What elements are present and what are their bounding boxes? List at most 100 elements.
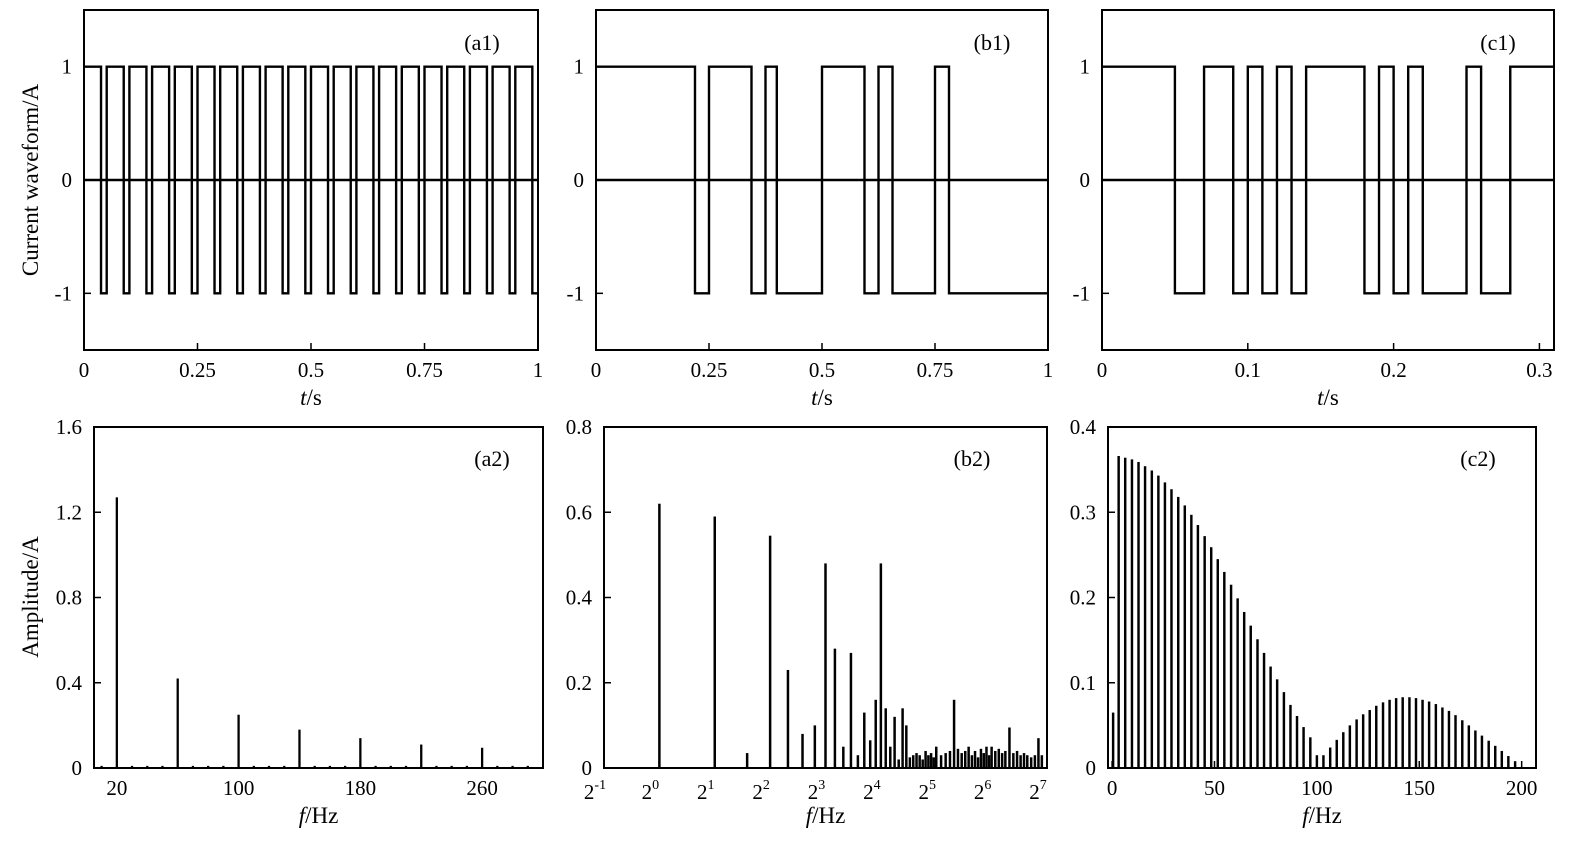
spectrum-bar [960, 753, 963, 768]
spectrum-bar [979, 748, 983, 768]
spectrum-bar [1004, 750, 1007, 768]
x-tick-label: 0.1 [1235, 358, 1261, 382]
panel-c2: 0 50 100 150 200 0 0.1 0.2 0.3 0.4 (c2) f/Hz [1070, 415, 1538, 828]
y-tick-label: 0 [582, 756, 593, 780]
spectrum-bar [1315, 755, 1319, 768]
x-tick-label: 0.25 [179, 358, 216, 382]
y-tick-label: 0 [1080, 168, 1091, 192]
x-tick-label: 0.3 [1526, 358, 1552, 382]
spectrum-bar [1170, 489, 1173, 768]
spectrum-bar [1500, 750, 1504, 768]
spectrum-bar [1229, 584, 1233, 768]
spectrum-bar [1394, 698, 1398, 768]
spectrum-bar [420, 744, 423, 768]
x-tick-label: 100 [223, 776, 255, 800]
y-tick-label: 0.4 [1070, 415, 1097, 439]
x-tick-label-base: 2 [808, 780, 819, 804]
panel-label-b1: (b1) [974, 30, 1011, 55]
spectrum-bar [997, 748, 1001, 768]
waveform-line [596, 65, 1048, 295]
spectrum-bar [1157, 475, 1160, 768]
spectrum-bar [1355, 719, 1358, 768]
spectrum-bar [359, 738, 362, 768]
x-tick-label: 1 [533, 358, 544, 382]
spectrum-bar [786, 669, 790, 768]
x-tick-label: 23 [808, 778, 826, 804]
x-axis-label: t/s [1317, 385, 1339, 410]
spectrum-bar [1223, 571, 1226, 768]
x-tick-label: 260 [466, 776, 498, 800]
spectrum-bar [207, 765, 210, 768]
x-axis-label-unit: /s [307, 385, 322, 410]
y-tick-label: 1.6 [56, 415, 82, 439]
spectrum-bar [1513, 761, 1517, 768]
spectrum-bar [1256, 639, 1259, 768]
y-tick-label: 0.6 [566, 500, 592, 524]
spectrum-bar [921, 759, 924, 768]
spectrum-bar [511, 765, 514, 768]
spectrum-bar [1123, 457, 1127, 768]
y-tick-label: 0.2 [1070, 586, 1096, 610]
spectrum-bar [889, 746, 892, 768]
y-tick-label: -1 [55, 281, 73, 305]
spectrum-bar [1474, 730, 1477, 768]
spectrum-bar [1242, 611, 1246, 768]
spectrum-bar [1177, 496, 1180, 768]
spectrum-bar [450, 765, 453, 768]
spectrum-bar [1019, 755, 1022, 768]
spectrum-bar [1022, 753, 1026, 768]
spectrum-bar [1269, 666, 1272, 768]
spectrum-bar [1421, 699, 1424, 768]
spectrum-bar [990, 746, 993, 768]
y-tick-label: -1 [1073, 281, 1091, 305]
x-tick-label: 180 [345, 776, 377, 800]
spectrum-bar [918, 755, 921, 768]
spectrum-bar [313, 765, 316, 768]
spectrum-bar [893, 716, 896, 768]
spectrum-bar [982, 753, 986, 768]
x-axis-label-unit: /s [1324, 385, 1339, 410]
x-tick-label-exponent: 3 [818, 778, 825, 793]
spectrum-bar [343, 765, 347, 768]
x-tick-label: 150 [1404, 776, 1436, 800]
spectrum-bar [1408, 697, 1411, 768]
spectrum-bar [849, 652, 853, 768]
spectrum-bar [1111, 712, 1115, 768]
spectrum-bar [100, 765, 103, 768]
spectrum-bar [924, 750, 927, 768]
x-tick-label-exponent: 5 [929, 778, 936, 793]
spectrum-bar [1289, 704, 1292, 768]
spectrum-bar [1467, 725, 1471, 768]
x-tick-label: 50 [1204, 776, 1225, 800]
spectrum-bar [1434, 704, 1438, 768]
spectrum-bar [1381, 702, 1385, 768]
spectrum-bar [824, 563, 827, 768]
spectrum-bar [1388, 699, 1391, 768]
panel-a1: 0 0.25 0.5 0.75 1 1 0 -1 (a1) t/s Current waveform… [18, 9, 544, 410]
spectrum-bar [1026, 755, 1029, 768]
x-tick-label: 0 [79, 358, 90, 382]
y-tick-label: 0.2 [566, 671, 592, 695]
spectrum-bar [976, 757, 980, 768]
spectrum-bar [1309, 737, 1312, 768]
spectrum-bar [842, 746, 845, 768]
spectrum-bar [1282, 692, 1286, 768]
spectrum-bar [1322, 755, 1325, 768]
panel-label-c2: (c2) [1460, 446, 1495, 471]
panel-label-c1: (c1) [1480, 30, 1515, 55]
x-tick-label: 0.75 [917, 358, 954, 382]
spectrum-bar [952, 699, 956, 768]
x-tick-label: 27 [1029, 778, 1047, 804]
y-tick-label: 1.2 [56, 500, 82, 524]
plot-frame-a2 [93, 426, 544, 769]
y-tick-label: 1 [574, 55, 585, 79]
spectrum-bar [389, 765, 392, 768]
spectrum-bar [404, 765, 408, 768]
spectrum-bar [1037, 738, 1040, 768]
y-tick-label: 0.1 [1070, 671, 1096, 695]
x-tick-label: 1 [1043, 358, 1054, 382]
spectrum-bar [1209, 547, 1213, 768]
x-tick-label-base: 2 [863, 780, 874, 804]
spectrum-bar [1203, 536, 1206, 768]
